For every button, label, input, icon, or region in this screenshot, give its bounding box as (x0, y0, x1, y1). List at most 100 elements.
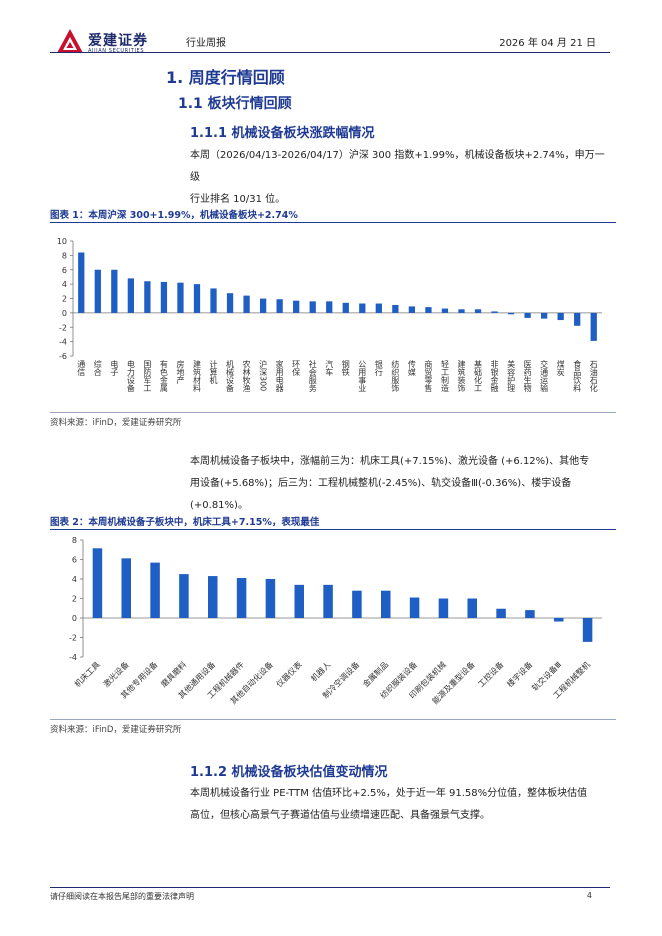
paragraph-line: 行业排名 10/31 位。 (190, 194, 286, 205)
x-tick-label: 传媒 (407, 359, 416, 377)
y-tick-label: 6 (62, 266, 67, 275)
x-tick-label: 石油石化 (589, 360, 598, 393)
bar (144, 281, 151, 313)
bar (540, 312, 548, 319)
x-tick-label: 非银金融 (490, 359, 499, 393)
header-divider (50, 52, 610, 53)
paragraph-line: 用设备(+5.68%)；后三为：工程机械整机(-2.45%)、轨交设备Ⅲ(-0.… (190, 478, 572, 511)
y-tick-label: -6 (59, 352, 67, 361)
figure-1-bottom-rule (50, 412, 616, 413)
bar (326, 301, 333, 313)
bar (438, 598, 449, 618)
paragraph-line: 高位，但核心高景气子赛道估值与业绩增速匹配、具备强景气支撑。 (190, 810, 490, 821)
bar (243, 295, 250, 313)
bar (408, 306, 416, 313)
footer-divider (50, 887, 610, 888)
x-tick-label: 电子 (110, 359, 119, 376)
bar (342, 302, 349, 313)
bar (352, 590, 362, 618)
bar (323, 584, 333, 618)
bar (294, 584, 305, 618)
bar (276, 299, 283, 313)
x-tick-label: 有色金属 (159, 359, 168, 393)
bar (293, 300, 300, 313)
x-tick-label: 房地产 (176, 359, 185, 385)
y-tick-label: 8 (62, 251, 67, 260)
paragraph-weekly-summary: 本周（2026/04/13-2026/04/17）沪深 300 指数+1.99%… (190, 145, 610, 211)
bar (582, 618, 593, 642)
section-heading-1-1-1: 1.1.1 机械设备板块涨跌幅情况 (190, 126, 375, 141)
bar (226, 293, 234, 313)
bar (210, 288, 217, 313)
x-tick-label: 家用电器 (275, 359, 284, 393)
page-number: 4 (586, 891, 592, 900)
y-tick-label: 4 (72, 575, 77, 584)
bar (375, 303, 382, 313)
x-tick-label: 钢铁 (341, 359, 350, 377)
bar (441, 308, 449, 313)
bar (496, 608, 506, 618)
paragraph-line: 本周机械设备子板块中，涨幅前三为：机床工具(+7.15%)、激光设备 (+6.1… (190, 456, 590, 467)
x-tick-label: 基础化工 (474, 359, 483, 392)
x-tick-label: 建筑材料 (192, 359, 201, 393)
x-tick-label: 银行 (374, 359, 383, 377)
x-tick-label: 建筑装饰 (457, 359, 466, 393)
bar (78, 252, 85, 313)
x-tick-label: 煤炭 (556, 359, 565, 377)
bar (590, 312, 597, 341)
section-heading-1: 1. 周度行情回顾 (166, 68, 285, 87)
bar (150, 562, 160, 618)
bar (380, 590, 391, 618)
bar (160, 281, 168, 313)
figure-1-top-rule (50, 222, 616, 223)
x-tick-label: 通信 (77, 359, 86, 377)
bar (409, 597, 420, 618)
x-tick-label: 农林牧渔 (242, 359, 251, 392)
x-tick-label: 轻工制造 (440, 359, 449, 393)
bar (524, 312, 531, 318)
x-tick-label: 交通运输 (540, 359, 549, 393)
x-tick-label: 汽车 (325, 359, 334, 377)
bar (121, 558, 132, 618)
y-tick-label: -4 (59, 338, 67, 347)
bar (359, 303, 366, 313)
y-tick-label: -4 (69, 653, 77, 662)
x-tick-label: 综合 (93, 359, 102, 377)
logo-text: 爱建证券 (88, 33, 148, 49)
bar (94, 269, 101, 313)
x-tick-label: 医药生物 (523, 360, 532, 393)
page-header: 爱建证券 AIJIAN SECURITIES 行业周报 2026 年 04 月 … (0, 0, 662, 60)
paragraph-valuation: 本周机械设备行业 PE-TTM 估值环比+2.5%，处于近一年 91.58%分位… (190, 783, 610, 827)
logo-subtext: AIJIAN SECURITIES (88, 48, 145, 54)
report-date: 2026 年 04 月 21 日 (499, 38, 596, 49)
bar (574, 312, 581, 326)
x-tick-label: 沪深300 (259, 359, 268, 391)
x-tick-label: 商贸零售 (424, 359, 433, 393)
figure-2-bottom-rule (50, 719, 616, 720)
bar (207, 576, 218, 618)
paragraph-line: 本周（2026/04/13-2026/04/17）沪深 300 指数+1.99%… (190, 150, 605, 183)
y-tick-label: 2 (62, 295, 67, 304)
y-tick-label: 0 (72, 614, 77, 623)
figure-2-top-rule (50, 529, 616, 530)
x-tick-label: 美容护理 (507, 359, 516, 392)
bar (491, 311, 498, 313)
x-tick-label: 机械设备 (226, 359, 235, 393)
figure-1-source: 资料来源：iFinD，爱建证券研究所 (50, 418, 182, 428)
x-tick-label: 公用事业 (358, 360, 367, 392)
x-tick-label: 楼宇设备 (505, 659, 535, 689)
figure-1-bar-chart: -6 -4 -2 0 2 4 6 8 10 通信 综合 电子 电力设备 国防军工 有色金属 房地产 建筑材料 计算… (57, 237, 602, 393)
y-tick-label: 2 (72, 595, 77, 604)
y-tick-label: -2 (69, 634, 77, 643)
x-tick-label: 食品饮料 (573, 359, 582, 393)
x-tick-label: 激光设备 (101, 659, 131, 689)
bar (111, 269, 118, 313)
section-heading-1-1: 1.1 板块行情回顾 (178, 96, 292, 112)
report-type: 行业周报 (186, 38, 226, 49)
paragraph-subsector: 本周机械设备子板块中，涨幅前三为：机床工具(+7.15%)、激光设备 (+6.1… (190, 451, 610, 517)
bar (392, 304, 399, 313)
x-tick-label: 机床工具 (72, 659, 102, 689)
x-tick-label: 磨具磨料 (159, 659, 189, 689)
x-tick-label: 环保 (292, 360, 301, 377)
bar (557, 312, 564, 321)
